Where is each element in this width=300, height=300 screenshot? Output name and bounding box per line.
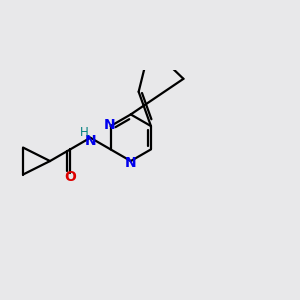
Text: N: N [103, 118, 115, 132]
Text: N: N [85, 134, 96, 148]
Text: N: N [125, 156, 136, 170]
Text: H: H [80, 126, 88, 139]
Text: O: O [64, 170, 76, 184]
